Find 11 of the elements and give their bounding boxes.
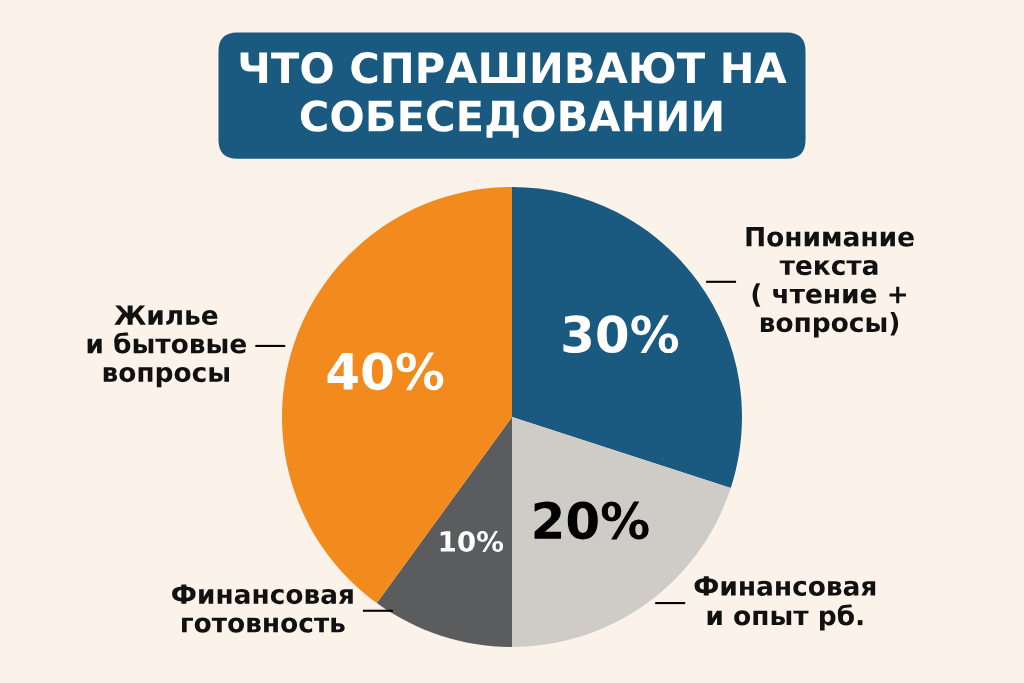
pie-slice (512, 187, 742, 489)
pie-slice (376, 417, 512, 647)
slice-label: Жилье и бытовые вопросы (87, 305, 246, 388)
slice-label: Финансовая и опыт рб. (694, 576, 876, 631)
chart-title: ЧТО СПРАШИВАЮТ НА СОБЕСЕДОВАНИИ (240, 52, 787, 138)
data-label: 40% (327, 352, 444, 391)
data-label: 10% (440, 530, 504, 552)
slice-label: Финансовая готовность (172, 584, 353, 633)
data-label: 30% (563, 315, 679, 354)
data-label: 20% (534, 501, 649, 540)
slice-label: Понимание текста ( чтение + вопросы) (746, 227, 914, 338)
